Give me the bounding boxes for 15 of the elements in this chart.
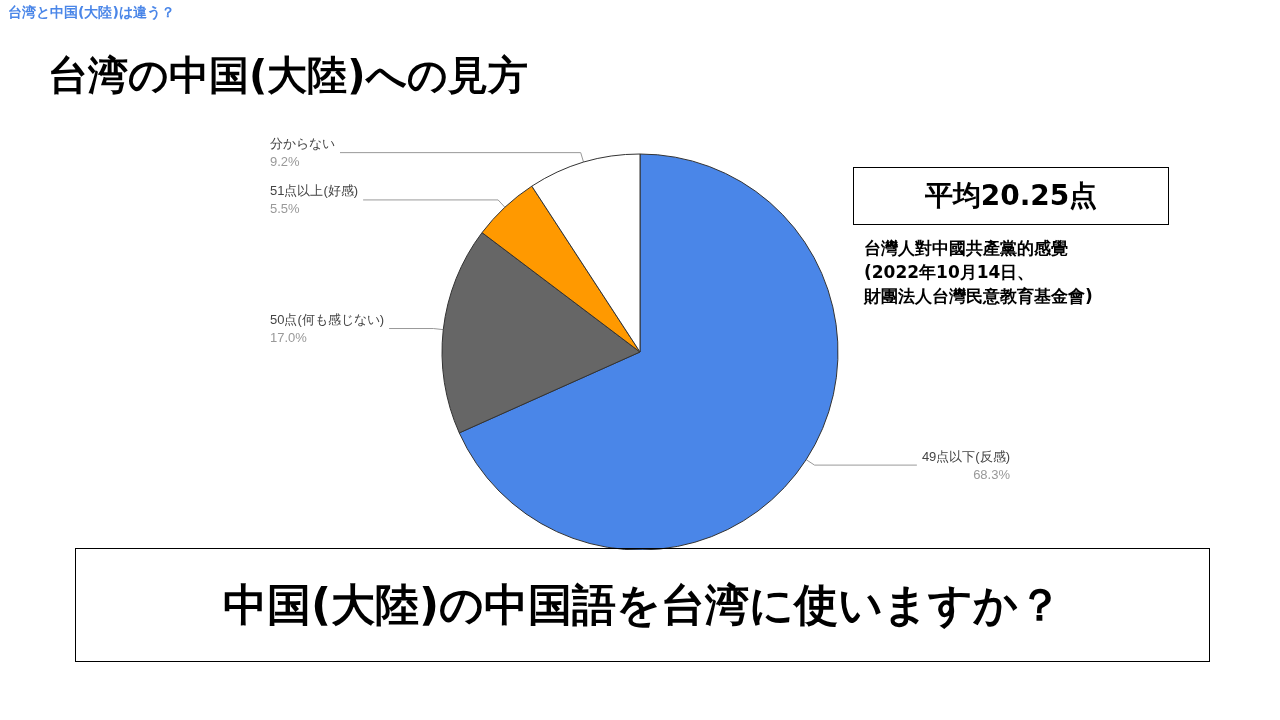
text: 台灣人對中國共產黨的感覺: [864, 237, 1068, 260]
slice-label: 50点(何も感じない): [270, 312, 385, 328]
text: (2022年10月14日、: [864, 261, 1035, 284]
text: 台湾と中国(大陸)は違う？: [8, 4, 175, 22]
slice-label: 分からない: [270, 136, 335, 152]
text: 平均20.25点: [853, 167, 1169, 225]
chart-title: 台湾の中国(大陸)への見方: [48, 51, 528, 100]
data-label: 17.0%: [270, 330, 308, 346]
data-label: 9.2%: [270, 154, 301, 170]
data-label: 68.3%: [973, 466, 1011, 482]
text: 中国(大陸)の中国語を台湾に使いますか？: [75, 548, 1210, 662]
slice-label: 49点以下(反感): [921, 448, 1010, 464]
data-label: 5.5%: [270, 201, 301, 217]
slice-label: 51点以上(好感): [270, 183, 359, 199]
text: 財團法人台灣民意教育基金會): [864, 285, 1093, 308]
